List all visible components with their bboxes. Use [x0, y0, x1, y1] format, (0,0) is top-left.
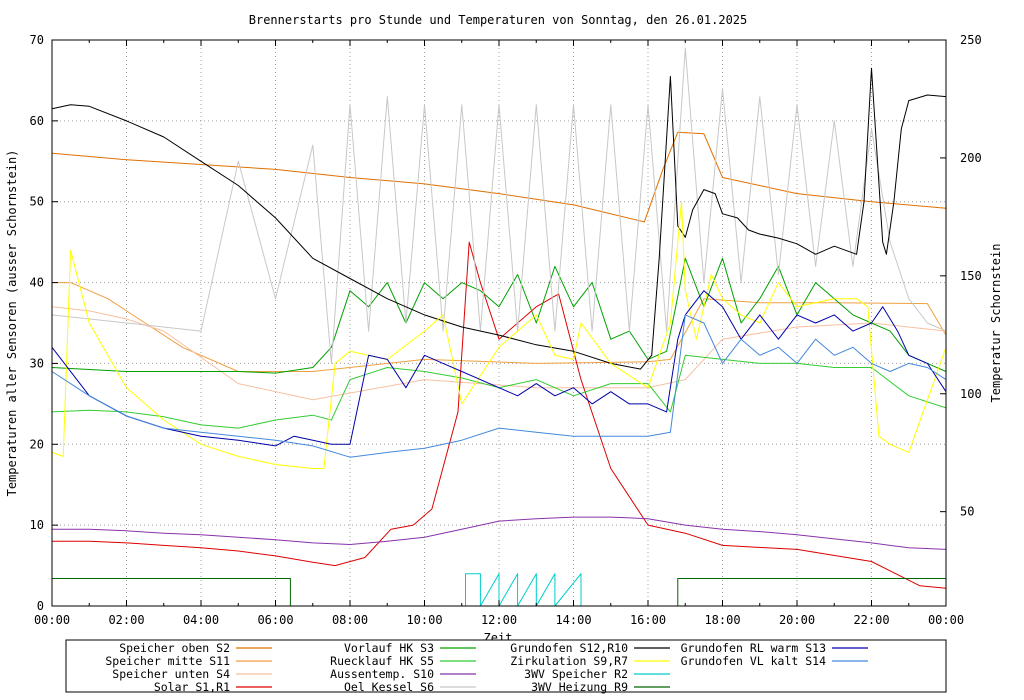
series-line-speicher-unten [51, 306, 947, 401]
y2-axis-label: Temperatur Schornstein [989, 244, 1003, 403]
axis-ticks: 00:00 02:00 04:00 06:00 08:00 10:00 12:00 14:00… [30, 33, 982, 627]
series-line-vorlauf-hk [51, 257, 947, 374]
legend-label: Speicher oben S2 [119, 641, 230, 655]
x-tick-label: 20:00 [779, 613, 815, 627]
x-tick-label: 22:00 [853, 613, 889, 627]
series-line-speicher-mitte [52, 282, 947, 372]
x-tick-label: 18:00 [704, 613, 740, 627]
legend-label: Grundofen VL kalt S14 [681, 654, 826, 668]
y-tick-label: 30 [30, 356, 44, 370]
x-tick-label: 04:00 [183, 613, 219, 627]
legend-label: Aussentemp. S10 [330, 667, 434, 681]
series-line-speicher-oben [51, 131, 947, 223]
legend-box [65, 639, 947, 693]
y-tick-label: 60 [30, 114, 44, 128]
legend-label: 3WV Speicher R2 [524, 667, 628, 681]
series-line-3wv-speicher [52, 573, 946, 607]
legend-label: Ruecklauf HK S5 [330, 654, 434, 668]
series-line-ruecklauf-hk [51, 354, 947, 429]
x-tick-label: 12:00 [481, 613, 517, 627]
legend-label: 3WV Heizung R9 [531, 680, 628, 694]
series-line-grundofen [51, 67, 947, 370]
legend-label: Zirkulation S9,R7 [510, 654, 628, 668]
y-tick-label: 20 [30, 437, 44, 451]
y-tick-label: 0 [37, 599, 44, 613]
x-tick-label: 10:00 [406, 613, 442, 627]
x-tick-label: 00:00 [928, 613, 964, 627]
chart-title: Brennerstarts pro Stunde und Temperature… [249, 13, 748, 27]
series-line-grundofen-rl-warm [51, 290, 947, 447]
legend-label: Speicher unten S4 [112, 667, 230, 681]
legend-label: Vorlauf HK S3 [344, 641, 434, 655]
series-lines [51, 47, 947, 607]
x-tick-label: 00:00 [34, 613, 70, 627]
x-tick-label: 16:00 [630, 613, 666, 627]
legend-label: Grundofen S12,R10 [510, 641, 628, 655]
x-tick-label: 14:00 [555, 613, 591, 627]
legend-label: Speicher mitte S11 [105, 654, 230, 668]
y-axis-label: Temperaturen aller Sensoren (ausser Scho… [5, 150, 19, 497]
x-tick-label: 02:00 [108, 613, 144, 627]
y-tick-label: 70 [30, 33, 44, 47]
legend-label: Grundofen RL warm S13 [681, 641, 826, 655]
x-tick-label: 08:00 [332, 613, 368, 627]
series-line-aussentemp- [52, 516, 947, 550]
legend-label: Oel Kessel S6 [344, 680, 434, 694]
y2-tick-label: 250 [960, 33, 982, 47]
series-line-zirkulation [51, 201, 947, 469]
legend-label: Solar S1,R1 [154, 680, 230, 694]
y2-tick-label: 200 [960, 151, 982, 165]
y-tick-label: 50 [30, 195, 44, 209]
y-tick-label: 10 [30, 518, 44, 532]
y2-tick-label: 150 [960, 269, 982, 283]
series-line-grundofen-vl-kalt [51, 314, 947, 458]
y2-tick-label: 50 [960, 505, 974, 519]
y-tick-label: 40 [30, 276, 44, 290]
y2-tick-label: 100 [960, 387, 982, 401]
x-tick-label: 06:00 [257, 613, 293, 627]
series-line-oel-kessel [51, 47, 947, 364]
